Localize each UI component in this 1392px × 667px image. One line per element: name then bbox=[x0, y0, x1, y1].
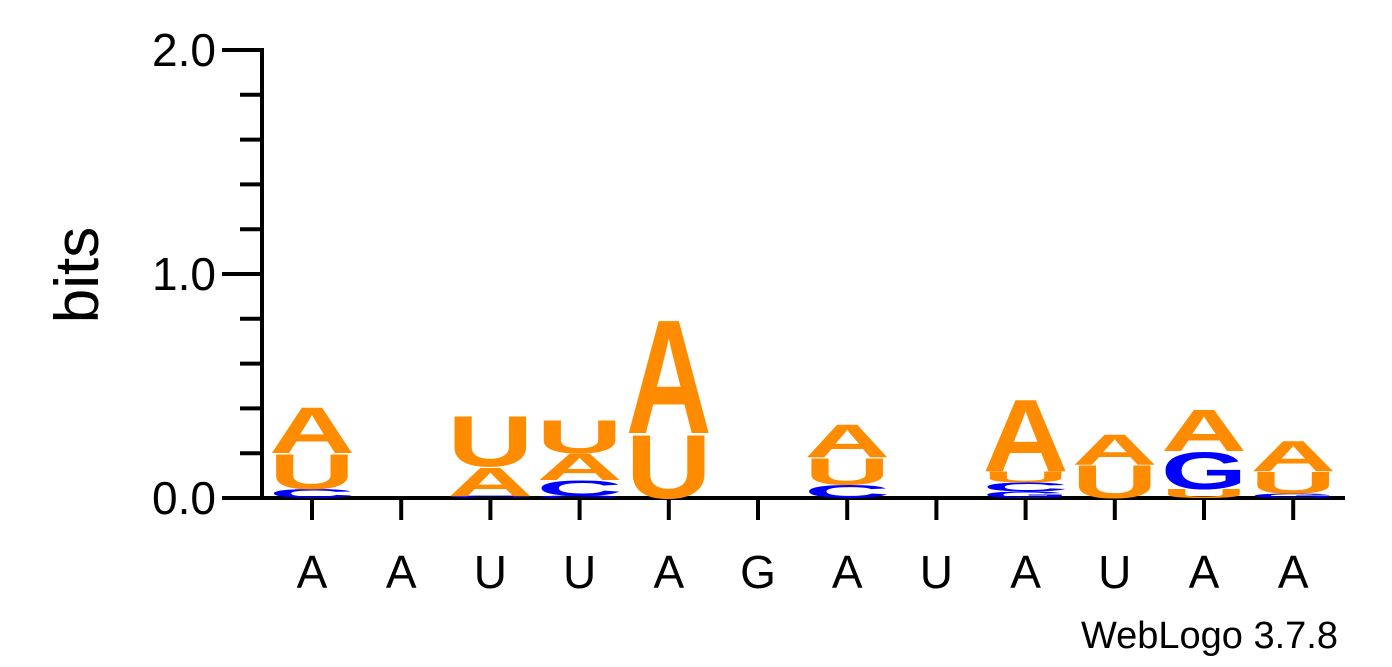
letter-glyph: A bbox=[1161, 398, 1247, 464]
position-label: A bbox=[386, 546, 417, 598]
letter-glyph: A bbox=[804, 415, 890, 468]
letter-glyph: U bbox=[269, 443, 355, 499]
logo-letter-U: U bbox=[804, 451, 890, 493]
position-label: A bbox=[297, 546, 328, 598]
letter-glyph: C bbox=[804, 481, 890, 502]
letter-glyph: G bbox=[983, 490, 1069, 500]
logo-letter-A: A bbox=[804, 415, 890, 468]
logo-letter-C: C bbox=[537, 476, 623, 501]
position-label: A bbox=[1278, 546, 1309, 598]
logo-letter-C: C bbox=[804, 481, 890, 502]
letter-glyph: U bbox=[983, 468, 1069, 485]
letter-glyph: A bbox=[447, 460, 533, 505]
letter-glyph: A bbox=[1250, 432, 1336, 481]
letter-glyph: C bbox=[269, 487, 355, 501]
weblogo-credit: WebLogo 3.7.8 bbox=[1081, 615, 1338, 657]
logo-letter-A: A bbox=[1072, 425, 1158, 474]
position-label: U bbox=[563, 546, 596, 598]
logo-letter-U: U bbox=[1072, 455, 1158, 508]
position-label: U bbox=[920, 546, 953, 598]
y-tick-label: 0.0 bbox=[152, 472, 216, 524]
logo-letter-U: U bbox=[537, 411, 623, 464]
logo-letter-C: C bbox=[983, 480, 1069, 494]
position-label: A bbox=[1189, 546, 1220, 598]
letter-glyph: C bbox=[447, 495, 533, 498]
letter-glyph: U bbox=[626, 417, 712, 518]
logo-letter-C: C bbox=[269, 487, 355, 501]
logo-letter-A: A bbox=[983, 378, 1069, 494]
letter-glyph: G bbox=[1161, 441, 1247, 500]
letter-glyph: A bbox=[983, 378, 1069, 494]
y-tick-label: 1.0 bbox=[152, 248, 216, 300]
letter-glyph: A bbox=[269, 393, 355, 467]
logo-letter-G: G bbox=[537, 495, 623, 498]
letter-glyph: U bbox=[447, 402, 533, 482]
letter-glyph: G bbox=[537, 495, 623, 498]
y-axis-title: bits bbox=[43, 227, 112, 323]
logo-letter-A: A bbox=[1161, 398, 1247, 464]
letter-glyph: C bbox=[537, 476, 623, 501]
logo-letter-U: U bbox=[1161, 487, 1247, 501]
letter-glyph: G bbox=[1250, 492, 1336, 499]
logo-letter-C: C bbox=[447, 495, 533, 498]
letter-glyph: U bbox=[804, 451, 890, 493]
letter-glyph: A bbox=[1072, 425, 1158, 474]
position-label: A bbox=[832, 546, 863, 598]
axes: 0.0 1.0 2.0 bbox=[152, 24, 1345, 524]
logo-letter-G: G bbox=[983, 490, 1069, 500]
letter-glyph: A bbox=[537, 447, 623, 489]
letter-glyph: U bbox=[537, 411, 623, 464]
logo-letter-A: A bbox=[269, 393, 355, 467]
letter-glyph: U bbox=[1072, 455, 1158, 508]
logo-letter-U: U bbox=[1250, 465, 1336, 500]
y-tick-label: 2.0 bbox=[152, 24, 216, 76]
logo-letter-A: A bbox=[626, 286, 712, 468]
logo-letter-U: U bbox=[269, 443, 355, 499]
letter-glyph: C bbox=[983, 480, 1069, 494]
position-label: U bbox=[1098, 546, 1131, 598]
logo-letter-A: A bbox=[537, 447, 623, 489]
logo-letter-A: A bbox=[447, 460, 533, 505]
logo-letter-G: G bbox=[1250, 492, 1336, 499]
logo-letter-U: U bbox=[626, 417, 712, 518]
logo-letter-U: U bbox=[983, 468, 1069, 485]
letter-glyph: U bbox=[1250, 465, 1336, 500]
logo-letter-A: A bbox=[1250, 432, 1336, 481]
position-label: U bbox=[474, 546, 507, 598]
position-label: G bbox=[740, 546, 776, 598]
position-label: A bbox=[653, 546, 684, 598]
letter-glyph: U bbox=[1161, 487, 1247, 501]
position-label: A bbox=[1010, 546, 1041, 598]
logo-letter-G: G bbox=[1161, 441, 1247, 500]
letter-glyph: A bbox=[626, 286, 712, 468]
logo-letter-U: U bbox=[447, 402, 533, 482]
